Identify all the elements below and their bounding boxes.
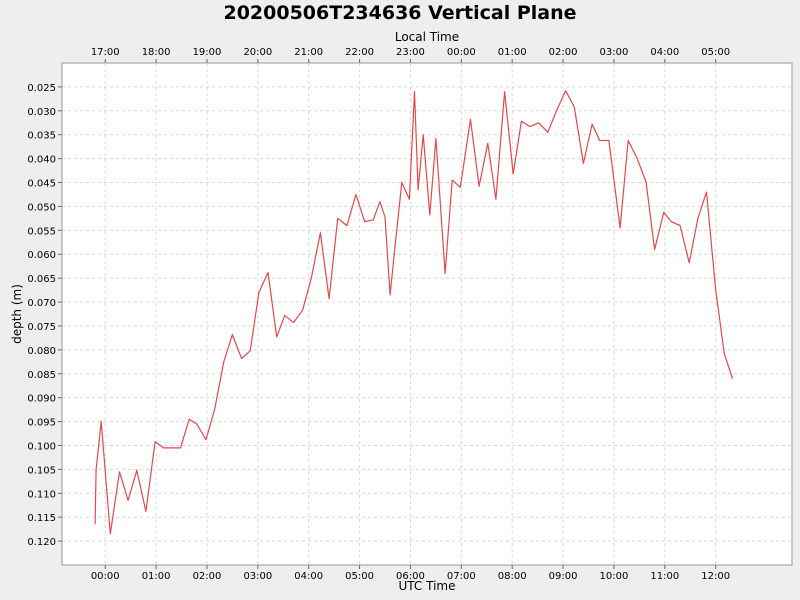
- y-tick-label: 0.055: [27, 226, 56, 237]
- x-tick-label: 07:00: [447, 571, 476, 582]
- x2-tick-label: 00:00: [447, 47, 476, 58]
- y-tick-label: 0.090: [27, 394, 56, 405]
- plot-area: [61, 62, 793, 566]
- y-tick-label: 0.045: [27, 179, 56, 190]
- y-tick-label: 0.100: [27, 441, 56, 452]
- y-tick-label: 0.050: [27, 202, 56, 213]
- y-tick-label: 0.120: [27, 537, 56, 548]
- x2-tick-label: 01:00: [498, 47, 527, 58]
- axis-ticks: 0.025 0.030 0.035 0.040 0.045 0.050 0.055 0.060…: [27, 47, 730, 582]
- x-tick-label: 06:00: [396, 571, 425, 582]
- x2-tick-label: 02:00: [549, 47, 578, 58]
- x-tick-label: 08:00: [498, 571, 527, 582]
- x2-tick-label: 05:00: [701, 47, 730, 58]
- y-tick-label: 0.115: [27, 513, 56, 524]
- x-tick-label: 05:00: [345, 571, 374, 582]
- y-tick-label: 0.025: [27, 83, 56, 94]
- y-tick-label: 0.040: [27, 155, 56, 166]
- x-tick-label: 12:00: [701, 571, 730, 582]
- y-tick-label: 0.105: [27, 465, 56, 476]
- x-tick-label: 10:00: [600, 571, 629, 582]
- y-tick-label: 0.070: [27, 298, 56, 309]
- x-tick-label: 09:00: [549, 571, 578, 582]
- x2-tick-label: 22:00: [345, 47, 374, 58]
- y-tick-label: 0.060: [27, 250, 56, 261]
- y-tick-label: 0.075: [27, 322, 56, 333]
- x2-tick-label: 04:00: [650, 47, 679, 58]
- y-tick-label: 0.035: [27, 131, 56, 142]
- x2-tick-label: 19:00: [193, 47, 222, 58]
- x2-tick-label: 21:00: [294, 47, 323, 58]
- x2-tick-label: 03:00: [600, 47, 629, 58]
- x-tick-label: 03:00: [243, 571, 272, 582]
- y-tick-label: 0.095: [27, 418, 56, 429]
- gridlines: [62, 63, 792, 565]
- x-axis-label: UTC Time: [399, 579, 456, 593]
- x-tick-label: 11:00: [650, 571, 679, 582]
- x2-tick-label: 18:00: [142, 47, 171, 58]
- y-tick-label: 0.030: [27, 107, 56, 118]
- x2-tick-label: 17:00: [91, 47, 120, 58]
- chart-title: 20200506T234636 Vertical Plane: [223, 2, 576, 24]
- x-tick-label: 02:00: [193, 571, 222, 582]
- y-tick-label: 0.110: [27, 489, 56, 500]
- y-tick-label: 0.080: [27, 346, 56, 357]
- y-tick-label: 0.065: [27, 274, 56, 285]
- depth-series-line: [94, 90, 734, 535]
- y-tick-label: 0.085: [27, 370, 56, 381]
- x2-tick-label: 20:00: [243, 47, 272, 58]
- x-tick-label: 04:00: [294, 571, 323, 582]
- x2-tick-label: 23:00: [396, 47, 425, 58]
- x-tick-label: 01:00: [142, 571, 171, 582]
- x-tick-label: 00:00: [91, 571, 120, 582]
- x2-axis-label: Local Time: [395, 30, 459, 44]
- y-axis-label: depth (m): [10, 284, 24, 344]
